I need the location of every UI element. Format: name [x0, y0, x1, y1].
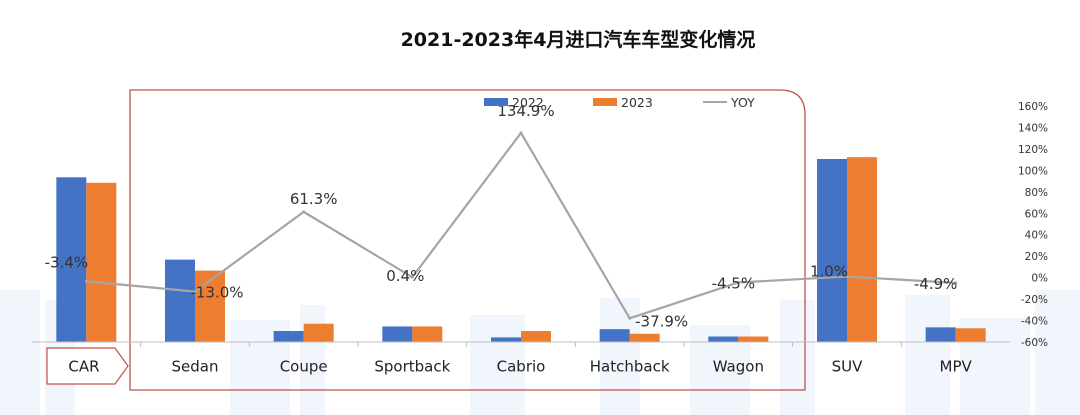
bars-group [56, 157, 986, 342]
bar-2022-coupe [273, 331, 304, 342]
yoy-point [736, 280, 740, 284]
legend-label-2022: 2022 [512, 95, 544, 110]
legend-swatch-2023 [593, 98, 617, 106]
category-label-cabrio: Cabrio [497, 358, 546, 376]
bar-2022-car [56, 177, 87, 342]
y2-tick-label: 120% [1018, 144, 1048, 156]
bar-2022-mpv [925, 327, 956, 342]
bar-2022-wagon [708, 336, 739, 342]
skyline-block [300, 305, 325, 415]
bar-2022-suv [817, 159, 847, 342]
legend-label-2023: 2023 [621, 95, 653, 110]
legend-swatch-2022 [484, 98, 508, 106]
bar-2023-hatchback [629, 333, 660, 342]
yoy-data-label: 61.3% [290, 190, 338, 208]
yoy-point [954, 281, 958, 285]
y2-tick-label: 160% [1018, 101, 1048, 113]
yoy-data-label: 0.4% [386, 267, 424, 285]
y2-tick-label: 20% [1025, 251, 1048, 263]
category-label-mpv: MPV [940, 358, 973, 376]
y2-tick-label: 0% [1031, 273, 1048, 285]
highlight-frame [129, 89, 806, 391]
bar-2023-wagon [738, 336, 769, 342]
car-arrow-callout [46, 347, 129, 385]
category-label-coupe: Coupe [280, 358, 328, 376]
bar-2023-suv [847, 157, 877, 342]
y2-tick-label: 60% [1025, 208, 1048, 220]
axis-group: CAR Sedan Coupe Sportback Cabrio Hatchback Wag… [32, 101, 1048, 376]
y2-tick-label: 140% [1018, 122, 1048, 134]
bar-2022-sedan [165, 259, 195, 342]
bar-2022-sportback [382, 326, 413, 342]
y2-tick-label: -40% [1021, 316, 1048, 328]
bar-2022-hatchback [599, 329, 630, 342]
legend: 2022 2023 YOY [484, 95, 755, 110]
legend-label-yoy: YOY [730, 95, 755, 110]
bar-2023-coupe [303, 323, 334, 342]
y2-tick-label: -20% [1021, 294, 1048, 306]
skyline-block [1035, 290, 1080, 415]
category-label-sportback: Sportback [374, 358, 450, 376]
yoy-data-label: -13.0% [190, 284, 243, 302]
y2-tick-label: 100% [1018, 165, 1048, 177]
skyline-block [470, 315, 525, 415]
yoy-point [84, 279, 88, 283]
bar-2023-mpv [955, 328, 986, 342]
yoy-data-label: -4.9% [914, 275, 958, 293]
bar-2023-car [86, 182, 117, 342]
category-label-sedan: Sedan [172, 358, 219, 376]
bar-2023-sedan [195, 270, 225, 342]
y2-tick-label: 80% [1025, 187, 1048, 199]
category-label-wagon: Wagon [713, 358, 764, 376]
yoy-data-label: 134.9% [497, 102, 554, 120]
bar-2023-cabrio [521, 331, 551, 342]
yoy-point [193, 290, 197, 294]
category-label-suv: SUV [832, 358, 864, 376]
yoy-point [410, 275, 414, 279]
skyline-block [0, 290, 40, 415]
bar-2022-cabrio [491, 337, 521, 342]
highlight-frame-group [46, 89, 806, 391]
category-label-hatchback: Hatchback [590, 358, 670, 376]
y2-tick-label: -60% [1021, 337, 1048, 349]
yoy-line-group: -3.4% -13.0% 61.3% 0.4% 134.9% -37.9% -4.5% 1.0… [45, 102, 958, 330]
background-skyline [0, 290, 1080, 415]
bar-2023-sportback [412, 326, 443, 342]
yoy-data-label: 1.0% [810, 263, 848, 281]
skyline-block [600, 298, 640, 415]
category-label-car: CAR [68, 358, 99, 376]
skyline-block [780, 300, 815, 415]
yoy-data-label: -4.5% [712, 274, 756, 292]
yoy-point [519, 131, 523, 135]
yoy-data-label: -3.4% [45, 253, 89, 271]
yoy-point [302, 210, 306, 214]
yoy-point [628, 316, 632, 320]
yoy-point [845, 275, 849, 279]
skyline-block [905, 295, 950, 415]
yoy-data-label: -37.9% [635, 312, 688, 330]
y2-tick-label: 40% [1025, 230, 1048, 242]
chart-title: 2021-2023年4月进口汽车车型变化情况 [401, 28, 756, 51]
